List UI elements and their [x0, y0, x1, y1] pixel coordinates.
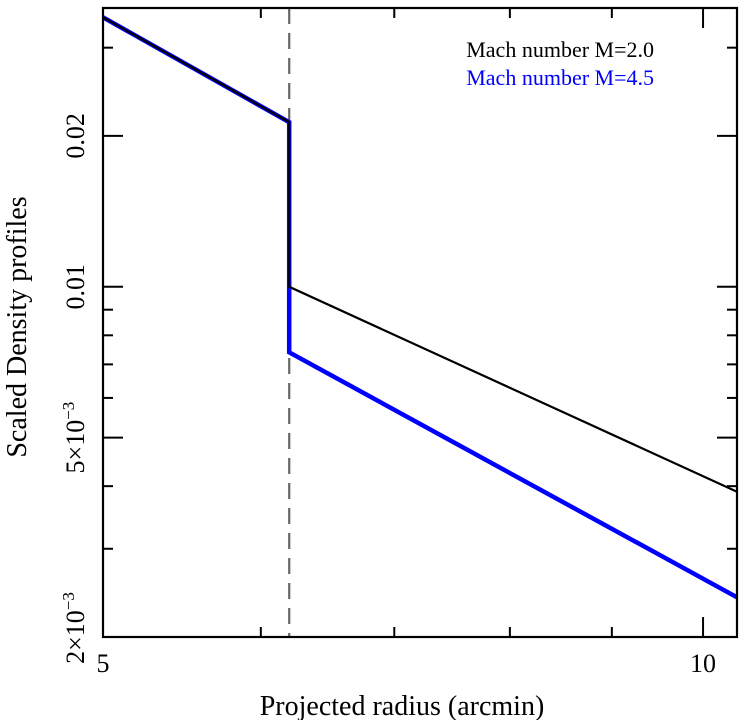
- plot-frame: [101, 6, 739, 639]
- legend-entry-m2: Mach number M=2.0: [466, 37, 654, 62]
- series-line-1: [101, 15, 739, 600]
- tick-labels: 5 10 0.02 0.01 5×10−3 2×10−3: [59, 113, 716, 678]
- x-tick-label-0: 5: [97, 649, 110, 678]
- y-tick-label-sci-1: 2×10−3: [59, 592, 90, 664]
- y-tick-label-sci-0: 5×10−3: [59, 402, 90, 474]
- series-layer: [101, 15, 739, 600]
- legend: Mach number M=2.0 Mach number M=4.5: [466, 37, 654, 90]
- legend-entry-m45: Mach number M=4.5: [466, 65, 654, 90]
- y-tick-label-1: 0.01: [61, 264, 90, 310]
- y-tick-label-0: 0.02: [61, 113, 90, 159]
- x-axis-label: Projected radius (arcmin): [260, 691, 545, 720]
- x-tick-label-1: 10: [690, 649, 716, 678]
- series-line-0: [102, 16, 738, 493]
- ticks-layer: [102, 8, 737, 638]
- y-axis-label: Scaled Density profiles: [2, 196, 33, 457]
